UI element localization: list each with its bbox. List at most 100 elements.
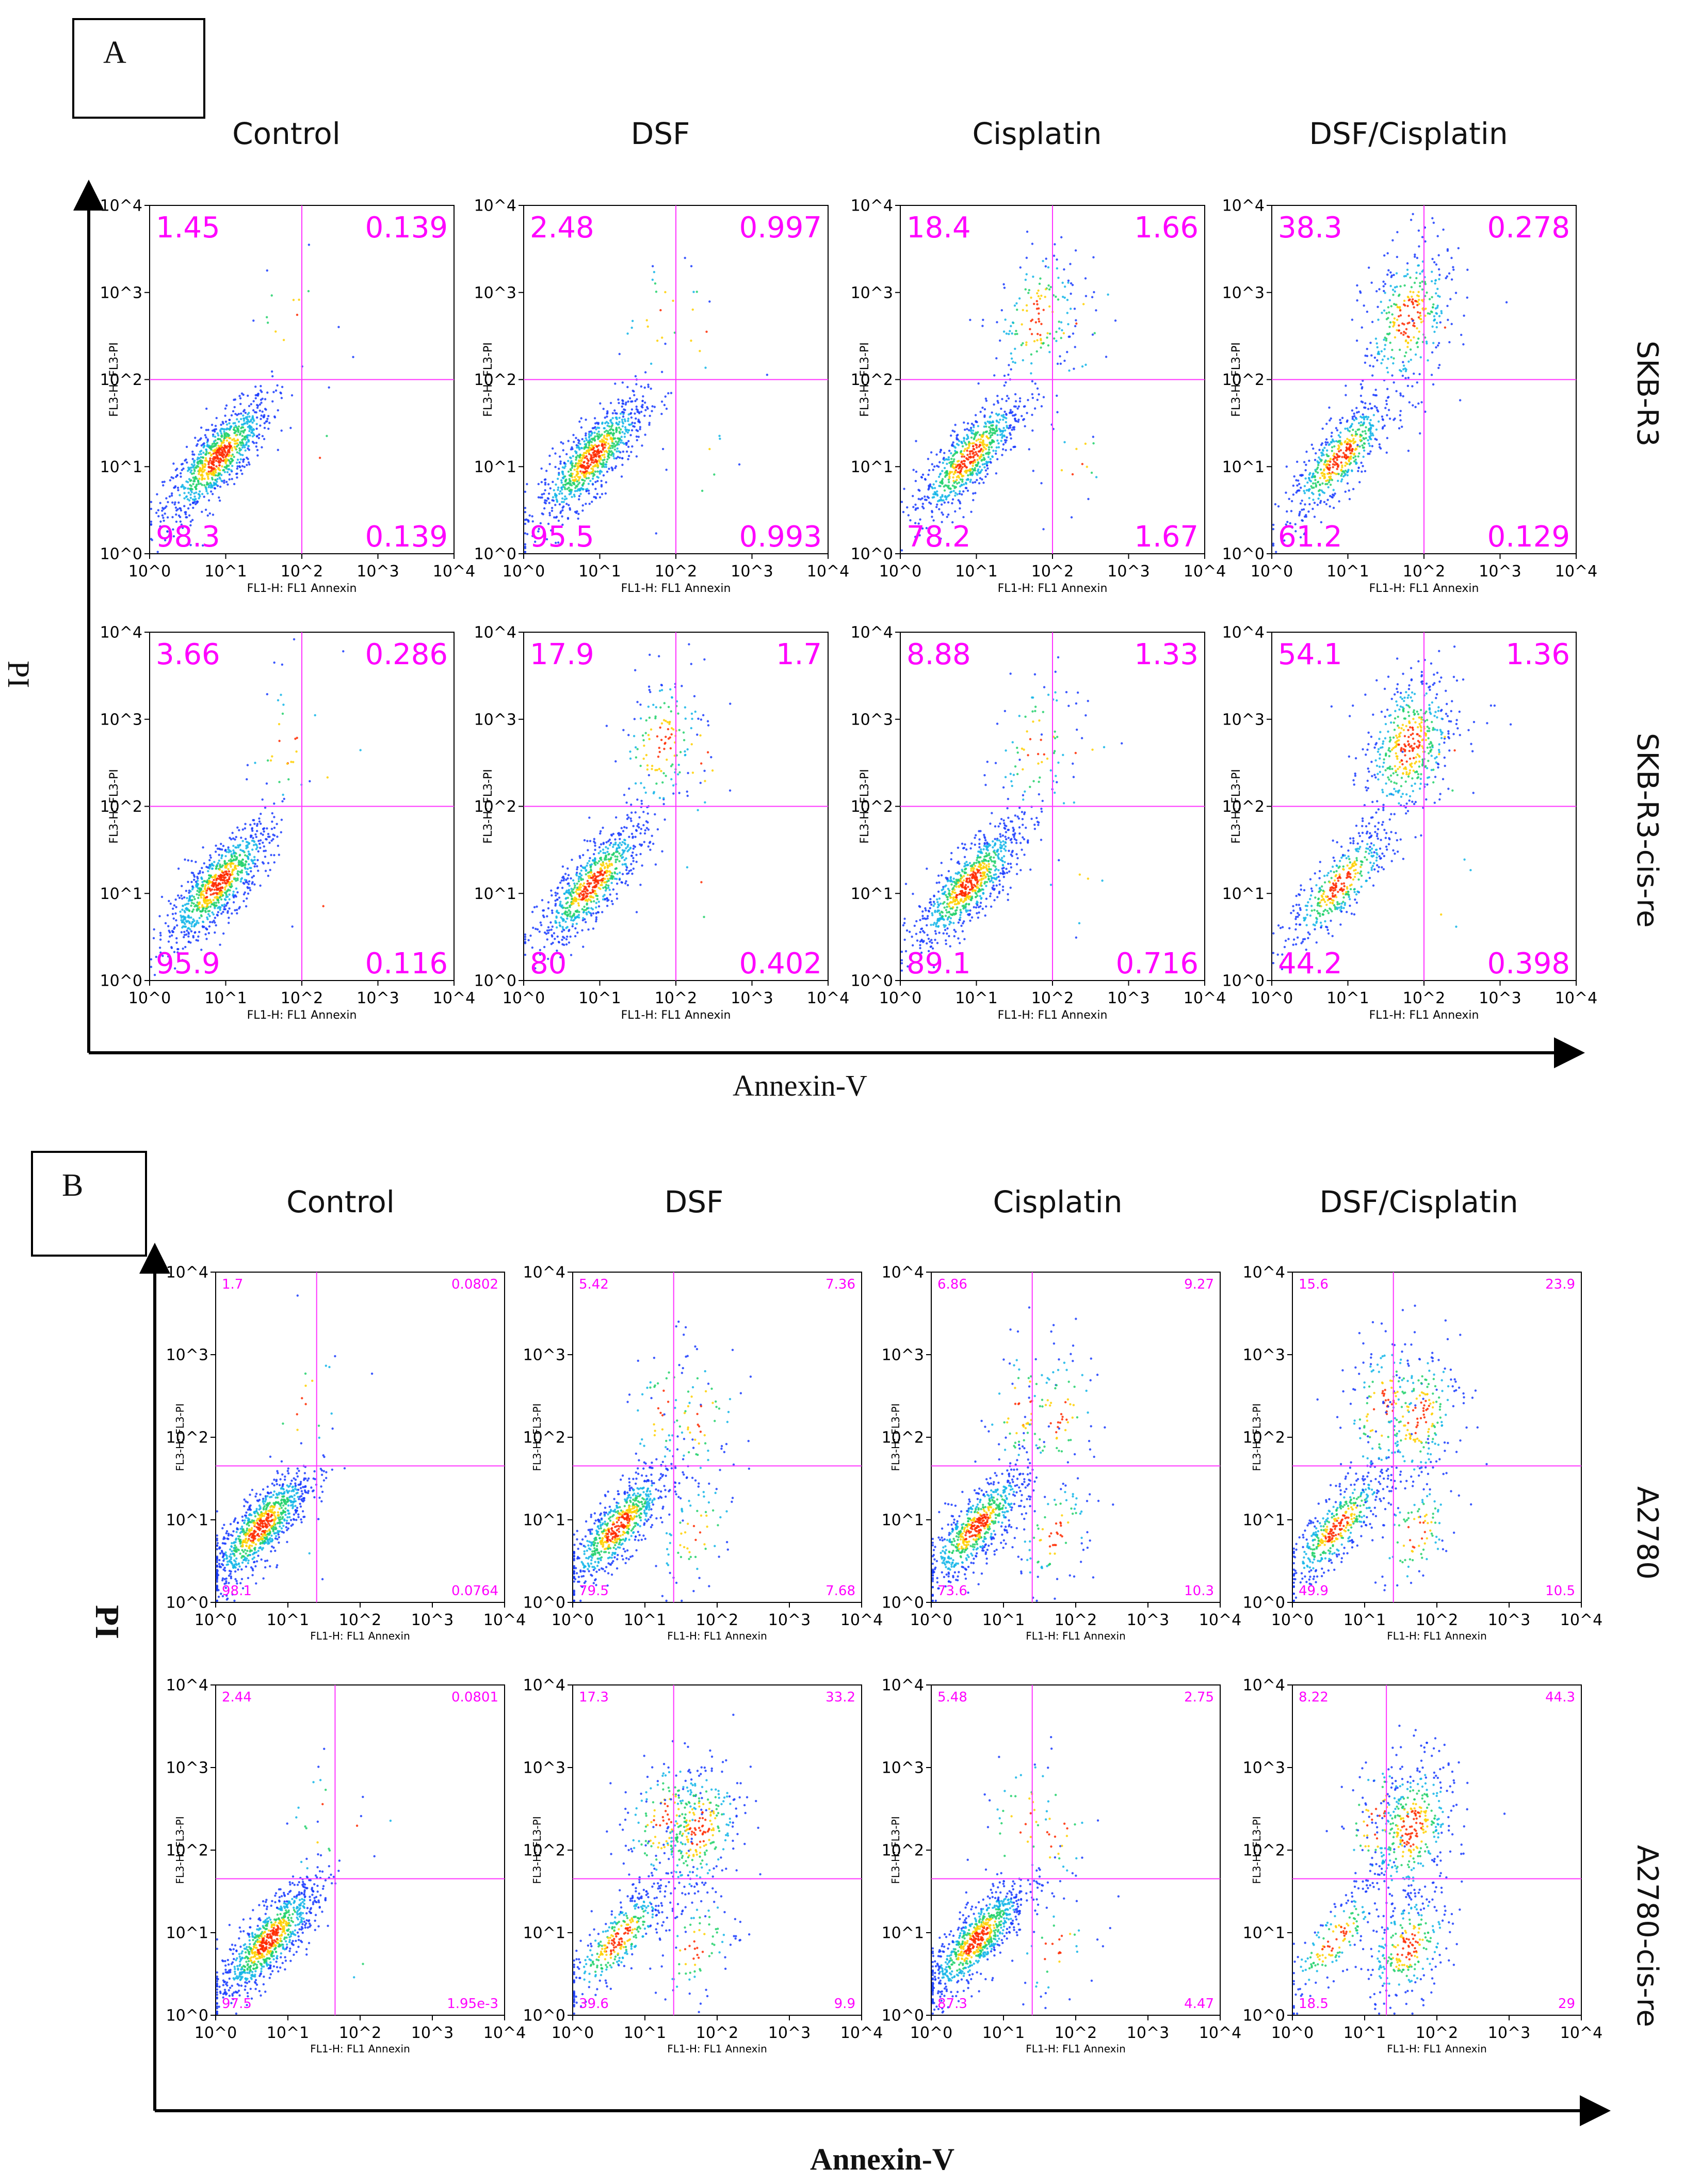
plot-a-skb-r3-cis-re-control-quadrant-lower-left: 95.9 <box>156 947 220 981</box>
plot-b-a2780-dsf-quadrant-lower-right: 7.68 <box>825 1583 855 1599</box>
plot-a-skb-r3-cis-re-dsf-quadrant-lower-left: 80 <box>530 947 566 981</box>
plot-a-skb-r3-control-x-tick-label: 10^4 <box>433 563 475 581</box>
plot-b-a2780-control-quadrant-lower-right: 0.0764 <box>451 1583 498 1599</box>
plot-b-a2780-cis-re-cisplatin-y-tick-label: 10^1 <box>882 1924 924 1942</box>
plot-a-skb-r3-cis-re-dsf-cisplatin-y-tick-label: 10^2 <box>1222 798 1265 816</box>
plot-b-a2780-cis-re-cisplatin-quadrant-upper-left: 5.48 <box>937 1690 967 1705</box>
plot-a-skb-r3-dsf-x-tick-label: 10^2 <box>655 563 697 581</box>
plot-b-a2780-dsf-cisplatin-frame <box>1292 1272 1581 1602</box>
plot-a-skb-r3-control-y-axis-label: FL3-H: FL3-PI <box>108 342 121 416</box>
plot-b-a2780-cis-re-dsf-cisplatin-y-tick-label: 10^2 <box>1243 1842 1285 1860</box>
plot-a-skb-r3-dsf-cisplatin-x-tick-label: 10^2 <box>1403 563 1445 581</box>
plot-b-a2780-cis-re-cisplatin-x-axis-label: FL1-H: FL1 Annexin <box>1026 2043 1126 2055</box>
plot-b-a2780-dsf-cisplatin-x-tick-label: 10^4 <box>1560 1611 1602 1629</box>
plot-b-a2780-cis-re-dsf-frame <box>573 1685 862 2015</box>
plot-b-a2780-control-x-tick-label: 10^0 <box>195 1611 237 1629</box>
plot-a-skb-r3-cis-re-dsf-quadrant-lower-right: 0.402 <box>739 947 822 981</box>
plot-b-a2780-cisplatin-y-tick-label: 10^2 <box>882 1429 924 1447</box>
plot-a-skb-r3-control-x-tick-label: 10^2 <box>281 563 323 581</box>
plot-a-skb-r3-dsf-x-tick-label: 10^4 <box>807 563 849 581</box>
plot-b-a2780-cis-re-dsf-cisplatin-x-tick-label: 10^0 <box>1271 2024 1314 2042</box>
plot-b-a2780-cis-re-control-y-tick-label: 10^2 <box>166 1842 208 1860</box>
plot-b-a2780-cis-re-control-quadrant-upper-left: 2.44 <box>222 1690 252 1705</box>
plot-a-skb-r3-control-y-tick-label: 10^3 <box>100 284 142 302</box>
plot-a-skb-r3-cis-re-cisplatin-quadrant-upper-left: 8.88 <box>906 638 971 671</box>
plot-b-a2780-cisplatin-quadrant-lower-left: 73.6 <box>937 1583 967 1599</box>
plot-a-skb-r3-dsf-cisplatin-y-tick-label: 10^2 <box>1222 371 1265 389</box>
plot-a-skb-r3-dsf-x-axis-label: FL1-H: FL1 Annexin <box>621 582 731 595</box>
plot-b-a2780-cis-re-dsf-cisplatin-y-tick-label: 10^1 <box>1243 1924 1285 1942</box>
plot-b-a2780-cisplatin-x-tick-label: 10^3 <box>1127 1611 1169 1629</box>
plot-a-skb-r3-control-quadrant-lower-right: 0.139 <box>365 520 448 554</box>
plot-a-skb-r3-control-quadrant-lower-left: 98.3 <box>156 520 220 554</box>
plot-a-skb-r3-cisplatin-quadrant-lower-left: 78.2 <box>906 520 971 554</box>
plot-a-skb-r3-cis-re-dsf-x-axis-label: FL1-H: FL1 Annexin <box>621 1009 731 1022</box>
plot-b-a2780-cis-re-dsf-cisplatin-x-tick-label: 10^4 <box>1560 2024 1602 2042</box>
plot-b-a2780-cis-re-dsf-y-axis-label: FL3-H: FL3-PI <box>531 1816 543 1884</box>
plot-a-skb-r3-control-y-tick-label: 10^4 <box>100 197 142 215</box>
plot-b-a2780-dsf-cisplatin-quadrant-lower-left: 49.9 <box>1299 1583 1329 1599</box>
plot-a-skb-r3-cis-re-dsf-cisplatin-x-tick-label: 10^4 <box>1555 989 1597 1007</box>
plot-a-skb-r3-cis-re-cisplatin-x-axis-label: FL1-H: FL1 Annexin <box>998 1009 1108 1022</box>
plot-a-skb-r3-cisplatin-y-tick-label: 10^2 <box>851 371 893 389</box>
plot-b-a2780-dsf-y-tick-label: 10^2 <box>523 1429 565 1447</box>
plot-b-a2780-dsf-cisplatin-quadrant-upper-left: 15.6 <box>1299 1277 1329 1292</box>
plot-a-skb-r3-dsf-cisplatin-y-axis-label: FL3-H: FL3-PI <box>1230 342 1243 416</box>
plot-b-a2780-cis-re-control-y-tick-label: 10^0 <box>166 2007 208 2025</box>
plot-b-a2780-cis-re-dsf-y-tick-label: 10^4 <box>523 1677 565 1695</box>
plot-a-skb-r3-cis-re-control-y-tick-label: 10^3 <box>100 711 142 729</box>
plot-b-a2780-cis-re-dsf-x-axis-label: FL1-H: FL1 Annexin <box>667 2043 767 2055</box>
plot-b-a2780-dsf-cisplatin-quadrant-lower-right: 10.5 <box>1545 1583 1575 1599</box>
plot-a-skb-r3-cis-re-control-x-tick-label: 10^3 <box>357 989 399 1007</box>
plot-a-skb-r3-cisplatin-quadrant-lower-right: 1.67 <box>1134 520 1199 554</box>
plot-a-skb-r3-cis-re-dsf-x-tick-label: 10^2 <box>655 989 697 1007</box>
plot-b-a2780-cis-re-cisplatin-x-tick-label: 10^4 <box>1199 2024 1241 2042</box>
plot-a-skb-r3-cis-re-dsf: 17.9 1.780 0.40210^010^010^110^110^210^210… <box>474 624 850 1022</box>
plot-b-a2780-cis-re-dsf-cisplatin-y-tick-label: 10^3 <box>1243 1759 1285 1777</box>
plot-b-a2780-dsf-x-tick-label: 10^1 <box>624 1611 666 1629</box>
plot-b-a2780-dsf-cisplatin-x-tick-label: 10^3 <box>1488 1611 1530 1629</box>
plot-a-skb-r3-cis-re-cisplatin-quadrant-lower-right: 0.716 <box>1116 947 1199 981</box>
plot-a-skb-r3-cisplatin-x-axis-label: FL1-H: FL1 Annexin <box>998 582 1108 595</box>
plot-a-skb-r3-cis-re-dsf-y-tick-label: 10^1 <box>474 885 516 903</box>
plot-b-a2780-cis-re-cisplatin-y-tick-label: 10^2 <box>882 1842 924 1860</box>
plot-a-skb-r3-cis-re-control-y-axis-label: FL3-H: FL3-PI <box>108 769 121 843</box>
plot-b-a2780-dsf-quadrant-upper-right: 7.36 <box>825 1277 855 1292</box>
plot-a-skb-r3-control-y-tick-label: 10^1 <box>100 458 142 476</box>
plot-b-a2780-cis-re-control-y-axis-label: FL3-H: FL3-PI <box>174 1816 186 1884</box>
plot-b-a2780-dsf-x-tick-label: 10^2 <box>696 1611 738 1629</box>
plot-b-a2780-cis-re-cisplatin-x-tick-label: 10^2 <box>1055 2024 1097 2042</box>
plot-a-skb-r3-cisplatin-x-tick-label: 10^1 <box>955 563 997 581</box>
plot-b-a2780-cis-re-dsf-cisplatin-x-tick-label: 10^1 <box>1343 2024 1386 2042</box>
plot-b-a2780-control-y-tick-label: 10^3 <box>166 1346 208 1364</box>
plot-b-a2780-control-x-axis-label: FL1-H: FL1 Annexin <box>310 1630 410 1642</box>
plot-b-a2780-cis-re-control-quadrant-lower-right: 1.95e-3 <box>447 1996 498 2012</box>
plot-b-a2780-cis-re-control-x-tick-label: 10^2 <box>339 2024 381 2042</box>
plot-b-a2780-cis-re-cisplatin-y-tick-label: 10^3 <box>882 1759 924 1777</box>
plot-b-a2780-cis-re-cisplatin-y-tick-label: 10^0 <box>882 2007 924 2025</box>
plot-a-skb-r3-cis-re-dsf-quadrant-upper-right: 1.7 <box>776 638 822 671</box>
plot-b-a2780-cis-re-dsf-y-tick-label: 10^3 <box>523 1759 565 1777</box>
plot-b-a2780-cis-re-dsf-cisplatin-quadrant-lower-left: 18.5 <box>1299 1996 1329 2012</box>
plot-a-skb-r3-cis-re-control-x-tick-label: 10^2 <box>281 989 323 1007</box>
plot-a-skb-r3-cis-re-control-x-tick-label: 10^0 <box>128 989 171 1007</box>
plot-a-skb-r3-dsf-cisplatin-quadrant-lower-left: 61.2 <box>1278 520 1342 554</box>
plot-b-a2780-cisplatin-y-tick-label: 10^1 <box>882 1512 924 1530</box>
plot-a-skb-r3-cis-re-dsf-cisplatin-x-axis-label: FL1-H: FL1 Annexin <box>1369 1009 1479 1022</box>
plot-b-a2780-cis-re-dsf-cisplatin-quadrant-lower-right: 29 <box>1558 1996 1575 2012</box>
plot-b-a2780-dsf-y-tick-label: 10^3 <box>523 1346 565 1364</box>
plot-a-skb-r3-cis-re-dsf-cisplatin-y-tick-label: 10^3 <box>1222 711 1265 729</box>
plot-a-skb-r3-cis-re-cisplatin-quadrant-upper-right: 1.33 <box>1134 638 1199 671</box>
plot-b-a2780-control-quadrant-lower-left: 98.1 <box>222 1583 252 1599</box>
plot-b-a2780-cis-re-dsf-x-tick-label: 10^1 <box>624 2024 666 2042</box>
plot-a-skb-r3-dsf-cisplatin-x-tick-label: 10^0 <box>1251 563 1293 581</box>
plot-b-a2780-cis-re-control-quadrant-upper-right: 0.0801 <box>451 1690 498 1705</box>
plot-a-skb-r3-cis-re-control-x-tick-label: 10^4 <box>433 989 475 1007</box>
plot-b-a2780-cis-re-dsf-y-tick-label: 10^1 <box>523 1924 565 1942</box>
plot-a-skb-r3-dsf-y-tick-label: 10^1 <box>474 458 516 476</box>
plot-b-a2780-cis-re-dsf-x-tick-label: 10^0 <box>552 2024 594 2042</box>
plot-a-skb-r3-dsf-y-tick-label: 10^4 <box>474 197 516 215</box>
plot-b-a2780-dsf-cisplatin-x-tick-label: 10^2 <box>1416 1611 1458 1629</box>
